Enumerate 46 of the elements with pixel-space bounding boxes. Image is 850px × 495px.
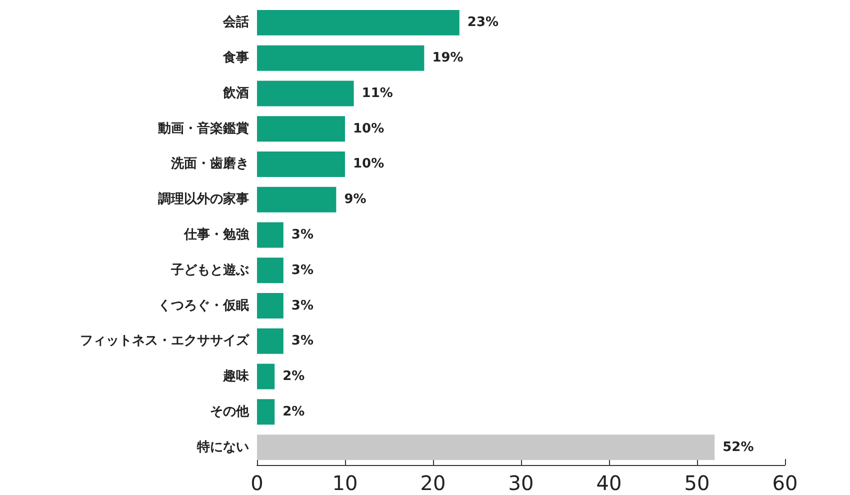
bar (257, 80, 354, 106)
data-label: 2% (282, 404, 305, 420)
y-tick-label: 調理以外の家事 (158, 191, 249, 208)
bar (257, 434, 715, 460)
data-label: 10% (353, 156, 384, 172)
y-tick-label: 食事 (222, 50, 249, 66)
bar (257, 10, 460, 36)
data-label: 52% (722, 440, 754, 455)
data-label: 11% (362, 86, 393, 101)
y-tick-label: 特にない (196, 440, 249, 455)
data-label: 10% (353, 121, 384, 136)
data-label: 3% (291, 334, 314, 349)
bar (257, 222, 284, 248)
x-tick-label: 50 (684, 471, 710, 495)
y-tick-label: くつろぐ・仮眠 (158, 298, 249, 314)
y-tick-label: 動画・音楽鑑賞 (157, 120, 249, 136)
data-label: 9% (344, 192, 366, 208)
bar (257, 399, 275, 425)
y-tick-label: フィットネス・エクササイズ (80, 334, 250, 349)
x-tick-label: 30 (508, 471, 534, 495)
bar (257, 151, 345, 177)
bar (257, 186, 336, 212)
x-tick-label: 60 (772, 471, 798, 495)
data-label: 3% (291, 228, 314, 242)
data-label: 2% (282, 369, 305, 384)
data-label: 19% (432, 50, 464, 66)
y-tick-label: 会話 (222, 14, 249, 30)
y-tick-label: 趣味 (222, 369, 250, 384)
data-label: 23% (467, 15, 499, 30)
y-tick-label: その他 (210, 404, 250, 420)
y-tick-label: 子どもと遊ぶ (170, 262, 249, 278)
x-tick-label: 20 (420, 471, 446, 495)
data-label: 3% (291, 298, 314, 314)
x-tick-label: 0 (250, 471, 264, 495)
y-tick-label: 仕事・勉強 (183, 226, 250, 242)
x-tick-label: 10 (332, 471, 358, 495)
data-label: 3% (291, 262, 314, 278)
bar (257, 293, 284, 319)
x-tick-label: 40 (596, 471, 622, 495)
bar (257, 116, 345, 142)
bar (257, 258, 284, 284)
bar (257, 328, 284, 354)
y-tick-label: 洗面・歯磨き (170, 156, 249, 172)
bar (257, 364, 275, 390)
y-tick-label: 飲酒 (222, 84, 249, 101)
bar (257, 45, 424, 71)
